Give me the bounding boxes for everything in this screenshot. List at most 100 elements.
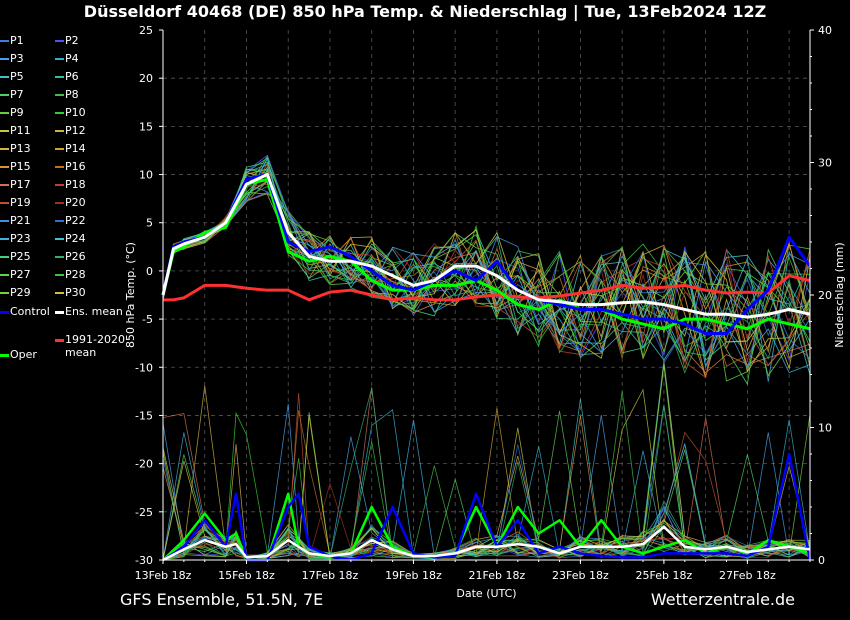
member-line-p11 — [162, 171, 811, 373]
member-precip-p29 — [162, 364, 811, 559]
member-precip-p28 — [162, 391, 811, 561]
member-line-p8 — [162, 162, 811, 354]
member-precip-p20 — [162, 482, 811, 561]
legend-swatch — [0, 292, 9, 294]
legend-swatch — [0, 130, 9, 132]
legend-swatch — [0, 166, 9, 168]
member-line-p29 — [162, 179, 811, 377]
y-tick-label: -20 — [135, 458, 153, 471]
legend-item-p5: P5 — [0, 70, 24, 84]
legend-label: P21 — [10, 214, 31, 227]
member-precip-p8 — [162, 458, 811, 561]
series-oper-temp — [161, 177, 811, 331]
legend-label: P5 — [10, 70, 24, 83]
x-tick-label: 15Feb 18z — [218, 569, 275, 582]
member-line-p10 — [162, 169, 811, 357]
legend-item-p7: P7 — [0, 88, 24, 102]
legend-item-p14: P14 — [55, 142, 86, 156]
legend-label: P26 — [65, 250, 86, 263]
legend-label: P20 — [65, 196, 86, 209]
legend-label: P30 — [65, 286, 86, 299]
legend-swatch — [55, 184, 64, 186]
member-line-p28 — [162, 155, 811, 358]
legend-item-p28: P28 — [55, 268, 86, 282]
legend-swatch — [55, 338, 64, 342]
member-line-p26 — [162, 185, 811, 374]
legend-item-p17: P17 — [0, 178, 31, 192]
legend-label: P11 — [10, 124, 31, 137]
member-precip-p11 — [162, 388, 811, 561]
legend-swatch — [0, 58, 9, 60]
y-tick-label: 10 — [139, 169, 153, 182]
legend-swatch — [0, 112, 9, 114]
legend-swatch — [0, 148, 9, 150]
member-precip-p26 — [162, 388, 811, 561]
legend-label: Control — [10, 305, 50, 318]
legend-item-p6: P6 — [55, 70, 79, 84]
series-ens-mean-precip — [162, 525, 811, 562]
member-line-p7 — [162, 161, 811, 386]
member-precip-p13 — [162, 444, 811, 559]
legend-swatch — [55, 112, 64, 114]
member-precip-p23 — [162, 419, 811, 561]
legend-item-p23: P23 — [0, 232, 31, 246]
legend-swatch — [0, 184, 9, 186]
y-tick-label: -25 — [135, 506, 153, 519]
series-oper-precip — [162, 492, 811, 562]
x-tick-label: 23Feb 18z — [552, 569, 609, 582]
member-precip-p15 — [162, 415, 811, 560]
y2-tick-label: 0 — [818, 554, 825, 567]
member-line-p13 — [162, 168, 811, 352]
y-tick-label: 15 — [139, 120, 153, 133]
member-line-p2 — [162, 154, 811, 362]
legend-item-p1: P1 — [0, 34, 24, 48]
member-line-p18 — [162, 183, 811, 379]
y-tick-label: -30 — [135, 554, 153, 567]
legend-item-control: Control — [0, 305, 50, 319]
member-precip-p4 — [162, 409, 811, 561]
member-line-p5 — [162, 164, 811, 375]
legend-swatch — [55, 202, 64, 204]
x-tick-label: 13Feb 18z — [135, 569, 192, 582]
member-precip-p21 — [162, 507, 811, 561]
legend-swatch — [55, 292, 64, 294]
legend-swatch — [55, 76, 64, 78]
member-line-p25 — [162, 181, 811, 361]
member-line-p4 — [162, 168, 811, 374]
legend-swatch — [0, 238, 9, 240]
legend-item-p30: P30 — [55, 286, 86, 300]
legend-swatch — [55, 40, 64, 42]
legend-item-p4: P4 — [55, 52, 79, 66]
legend-swatch — [55, 166, 64, 168]
member-precip-p17 — [162, 387, 811, 559]
legend-item-p13: P13 — [0, 142, 31, 156]
y2-tick-label: 40 — [818, 24, 832, 37]
x-tick-label: 25Feb 18z — [636, 569, 693, 582]
legend-label: P13 — [10, 142, 31, 155]
legend-swatch — [0, 353, 9, 357]
member-line-p20 — [162, 178, 811, 368]
legend-item-p2: P2 — [55, 34, 79, 48]
legend-label: P15 — [10, 160, 31, 173]
legend-item-p16: P16 — [55, 160, 86, 174]
legend-item-p22: P22 — [55, 214, 86, 228]
x-axis-label: Date (UTC) — [456, 587, 516, 600]
member-precip-p25 — [162, 524, 811, 561]
legend-label: Ens. mean — [65, 305, 123, 318]
legend-label: P27 — [10, 268, 31, 281]
y-tick-label: 5 — [146, 217, 153, 230]
legend-swatch — [55, 148, 64, 150]
legend-item-p24: P24 — [55, 232, 86, 246]
legend-label: P2 — [65, 34, 79, 47]
series-ens-mean-temp — [161, 173, 811, 319]
legend-label: P18 — [65, 178, 86, 191]
member-line-p23 — [162, 157, 811, 382]
y2-tick-label: 20 — [818, 289, 832, 302]
legend-item-oper: Oper — [0, 348, 37, 362]
axes: 25 20 15 10 5 0 -5 -10 -15 -20 -25 -30 40 30 20 10 0 13Fe… — [124, 24, 846, 600]
member-precip-p5 — [162, 360, 811, 561]
legend-label: P22 — [65, 214, 86, 227]
legend-item-p15: P15 — [0, 160, 31, 174]
legend-item-ens-mean: Ens. mean — [55, 305, 123, 319]
legend-swatch — [55, 94, 64, 96]
